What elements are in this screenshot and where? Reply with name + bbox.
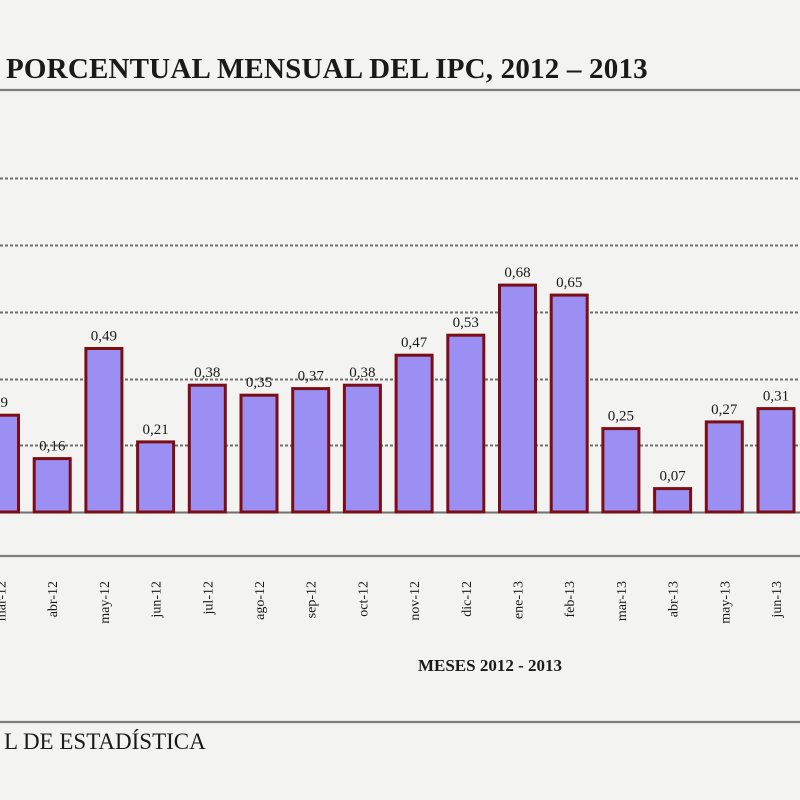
data-label: 0,27 (711, 402, 738, 418)
bar-oct-12 (342, 383, 382, 514)
bar-jun-12 (136, 440, 176, 514)
source-note: L DE ESTADÍSTICA (4, 729, 206, 754)
bar-feb-13 (549, 293, 589, 514)
x-tick-labels: mar-12 abr-12 may-12 jun-12 jul-12 ago-12 sep-… (0, 581, 785, 624)
data-label: 0,53 (453, 315, 479, 331)
data-label: 0,47 (401, 335, 428, 351)
bar-may-12 (84, 347, 124, 514)
bar-sep-12 (291, 387, 331, 514)
x-tick-label: feb-13 (563, 581, 578, 618)
bar-ago-12 (239, 393, 279, 514)
data-label: 0,35 (246, 375, 272, 391)
x-tick-label: sep-12 (305, 581, 320, 618)
data-label: 0,25 (608, 409, 634, 425)
bar-abr-13 (653, 487, 693, 514)
data-label: 0,16 (39, 439, 66, 455)
bar-ene-13 (498, 283, 537, 514)
bar-series (0, 283, 796, 514)
x-tick-label: mar-12 (0, 581, 10, 621)
x-tick-label: abr-13 (667, 581, 682, 617)
data-label: 0,65 (556, 275, 582, 291)
x-tick-label: jun-13 (770, 581, 785, 619)
data-label: 0,49 (91, 329, 117, 345)
data-label: 0,68 (504, 265, 530, 281)
data-label: 0,21 (142, 422, 168, 438)
data-label: 0,37 (298, 369, 325, 385)
data-label: 0,31 (763, 389, 789, 405)
data-label: 0,38 (349, 365, 375, 381)
bar-mar-13 (601, 427, 641, 514)
x-tick-label: ene-13 (512, 581, 527, 619)
chart-frame (0, 88, 800, 724)
x-tick-label: nov-12 (408, 581, 423, 621)
x-tick-label: may-12 (98, 581, 113, 624)
x-tick-label: abr-12 (46, 581, 61, 617)
x-tick-label: jun-12 (150, 581, 165, 619)
x-tick-label: ago-12 (253, 581, 268, 620)
bar-dic-12 (446, 333, 486, 514)
x-tick-label: jul-12 (201, 581, 216, 615)
bar-mar-12 (0, 413, 20, 514)
bar-jun-13 (756, 407, 796, 514)
data-label: 0,38 (194, 365, 220, 381)
bar-nov-12 (394, 353, 434, 514)
data-labels: 29 0,16 0,49 0,21 0,38 0,35 0,37 0,38 0,47 0,53 0,… (0, 265, 789, 485)
x-tick-label: mar-13 (615, 581, 630, 621)
bar-may-13 (704, 420, 744, 514)
data-label: 29 (0, 395, 8, 411)
bar-abr-12 (32, 457, 72, 514)
bar-jul-12 (187, 383, 227, 514)
x-axis-label: MESES 2012 - 2013 (418, 656, 562, 675)
data-label: 0,07 (659, 469, 686, 485)
x-tick-label: dic-12 (460, 581, 475, 617)
x-tick-label: oct-12 (356, 581, 371, 617)
x-tick-label: may-13 (718, 581, 733, 624)
chart-title: PORCENTUAL MENSUAL DEL IPC, 2012 – 2013 (6, 53, 648, 85)
